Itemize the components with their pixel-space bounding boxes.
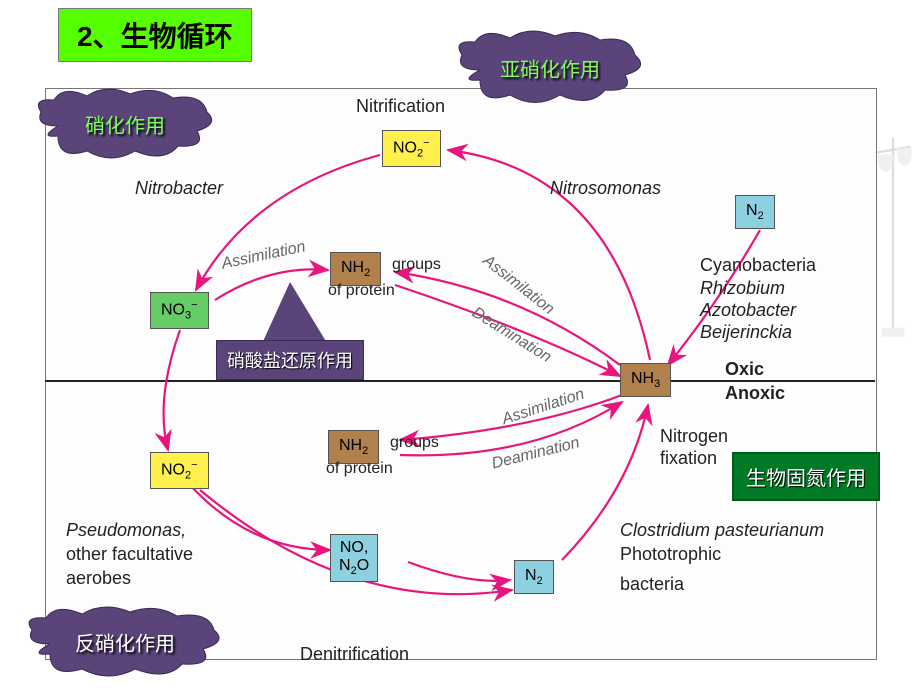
label-nitrosomonas: Nitrosomonas	[550, 178, 661, 199]
label-anoxic: Anoxic	[725, 383, 785, 404]
label-azotobacter: Azotobacter	[700, 300, 796, 321]
oxic-anoxic-line	[45, 380, 875, 382]
node-n2-top: N2	[735, 195, 775, 229]
title-text: 2、生物循环	[77, 21, 233, 52]
label-nitrification: Nitrification	[356, 96, 445, 117]
label-cyanobacteria: Cyanobacteria	[700, 255, 816, 276]
cloud-nitrite-text: 亚硝化作用	[450, 53, 650, 82]
groups-bot-2: of protein	[326, 460, 393, 478]
label-pseud2: other facultative	[66, 544, 193, 565]
groups-bot-1: groups	[390, 434, 439, 452]
label-pseud3: aerobes	[66, 568, 131, 589]
label-oxic: Oxic	[725, 359, 764, 380]
tag-bio-n2fix-text: 生物固氮作用	[746, 468, 866, 490]
node-no3: NO3−	[150, 292, 209, 329]
node-nh3: NH3	[620, 363, 671, 397]
node-no-n2o: NO, N2O	[330, 534, 378, 582]
label-clostridium: Clostridium pasteurianum	[620, 520, 824, 541]
groups-top-1: groups	[392, 256, 441, 274]
label-rhizobium: Rhizobium	[700, 278, 785, 299]
title-box: 2、生物循环	[58, 8, 252, 62]
label-pseud1: Pseudomonas,	[66, 520, 186, 541]
label-bacteria: bacteria	[620, 574, 684, 595]
tag-nitrate-reduction: 硝酸盐还原作用	[216, 340, 364, 380]
no-text: NO,	[340, 539, 368, 556]
node-no2-bot: NO2−	[150, 452, 209, 489]
label-nfix1: Nitrogen	[660, 426, 728, 447]
tag-bio-n2fix: 生物固氮作用	[732, 452, 880, 501]
label-denitrification: Denitrification	[300, 644, 409, 665]
label-beijerinckia: Beijerinckia	[700, 322, 792, 343]
balance-icon	[874, 130, 912, 430]
node-no2-top: NO2−	[382, 130, 441, 167]
label-phototrophic: Phototrophic	[620, 544, 721, 565]
node-n2-bot: N2	[514, 560, 554, 594]
label-nfix2: fixation	[660, 448, 717, 469]
tag-nitrate-reduction-text: 硝酸盐还原作用	[227, 351, 353, 371]
label-nitrobacter: Nitrobacter	[135, 178, 223, 199]
